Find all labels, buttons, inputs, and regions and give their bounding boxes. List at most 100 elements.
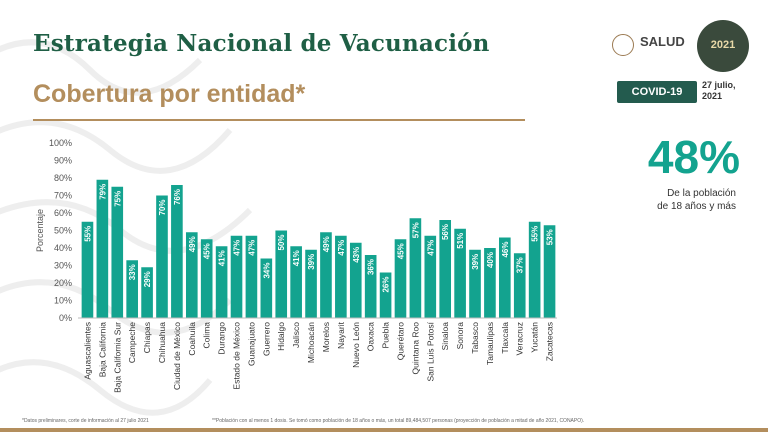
x-tick-label: Aguascalientes [82, 322, 92, 380]
bar [469, 249, 481, 318]
x-tick-label: Guerrero [261, 322, 271, 356]
x-tick-label: Sonora [455, 322, 465, 350]
x-tick-label: Hidalgo [276, 322, 286, 351]
bar [215, 246, 228, 318]
bar [439, 220, 452, 318]
bar-value-label: 75% [113, 191, 122, 207]
bottom-accent-bar [0, 428, 768, 432]
national-coverage-caption: De la población de 18 años y más [618, 187, 736, 213]
x-tick-label: Morelos [321, 322, 331, 352]
y-tick-label: 70% [54, 191, 72, 201]
bar [394, 239, 407, 318]
bar [320, 232, 332, 318]
bar-value-label: 55% [83, 226, 92, 242]
covid-badge: COVID-19 [617, 81, 697, 103]
bar [111, 186, 124, 318]
bar-value-label: 34% [262, 263, 271, 279]
bar-value-label: 39% [307, 254, 316, 270]
y-tick-label: 10% [54, 296, 72, 306]
bar-value-label: 51% [456, 233, 465, 249]
bar [454, 228, 466, 318]
salud-logo: SALUD [612, 33, 694, 57]
bar-value-label: 47% [247, 240, 256, 256]
bar-value-label: 47% [233, 240, 242, 256]
bar-value-label: 29% [143, 271, 152, 287]
bar-value-label: 33% [128, 264, 137, 280]
salud-logo-text: SALUD [640, 34, 685, 49]
bar [349, 242, 362, 318]
salud-emblem-icon [612, 34, 634, 56]
bar [260, 258, 273, 318]
x-tick-label: Quintana Roo [410, 322, 420, 375]
y-tick-label: 90% [54, 156, 72, 166]
x-tick-label: Nayarit [336, 321, 346, 349]
bar [245, 235, 258, 318]
report-date-line2: 2021 [702, 91, 723, 101]
x-tick-label: Puebla [381, 322, 391, 349]
bar [185, 232, 198, 318]
bar [156, 195, 168, 318]
coverage-caption-line1: De la población [667, 188, 736, 199]
bar [81, 221, 94, 318]
bar-value-label: 70% [158, 200, 167, 216]
bar [200, 239, 213, 318]
bar [513, 253, 526, 318]
x-tick-label: Tabasco [470, 322, 480, 354]
x-tick-label: Campeche [127, 322, 137, 363]
x-tick-label: Sinaloa [440, 322, 450, 351]
x-tick-label: Guanajuato [246, 322, 256, 366]
y-tick-label: 40% [54, 243, 72, 253]
bar [499, 237, 511, 318]
x-tick-label: Querétaro [395, 322, 405, 361]
mexico-2021-seal: 2021 [697, 20, 749, 72]
bar [305, 249, 317, 318]
x-tick-label: Tamaulipas [485, 322, 495, 365]
y-axis-title: Porcentaje [35, 209, 45, 252]
bar [141, 267, 153, 318]
x-tick-label: Chihuahua [157, 322, 167, 363]
national-coverage-value: 48% [647, 131, 740, 183]
bar-value-label: 76% [173, 189, 182, 205]
x-tick-label: Coahuila [187, 322, 197, 356]
bar [379, 272, 392, 318]
bar-value-label: 41% [292, 250, 301, 266]
x-tick-label: Zacatecas [545, 322, 555, 361]
x-tick-label: Chiapas [142, 322, 152, 353]
bar [484, 248, 496, 318]
seal-year: 2021 [710, 39, 736, 51]
bar [290, 246, 302, 318]
bar-value-label: 26% [382, 277, 391, 293]
bar [96, 179, 109, 318]
footnote-population: **Población con al menos 1 dosis. Se tom… [212, 418, 585, 424]
bar-value-label: 43% [352, 247, 361, 263]
x-tick-label: Yucatán [530, 322, 540, 353]
bar [230, 235, 243, 318]
bar [335, 235, 347, 318]
x-tick-label: Baja California Sur [112, 322, 122, 393]
bar-value-label: 40% [486, 252, 495, 268]
report-date-line1: 27 julio, [702, 80, 736, 90]
bar-value-label: 39% [471, 254, 480, 270]
bar-value-label: 37% [516, 257, 525, 273]
bar [364, 255, 377, 318]
bar-value-label: 45% [396, 243, 405, 259]
title-divider [33, 119, 525, 121]
x-tick-label: Nuevo León [351, 322, 361, 368]
bar-value-label: 45% [203, 243, 212, 259]
coverage-caption-line2: de 18 años y más [657, 201, 736, 212]
bar-value-label: 47% [426, 240, 435, 256]
x-tick-label: Colima [202, 322, 212, 349]
bar-value-label: 56% [441, 224, 450, 240]
x-tick-label: Ciudad de México [172, 322, 182, 390]
y-tick-label: 60% [54, 208, 72, 218]
bar-value-label: 57% [411, 222, 420, 238]
bar [275, 230, 288, 318]
bar [528, 221, 541, 318]
y-tick-label: 80% [54, 173, 72, 183]
y-tick-label: 50% [54, 226, 72, 236]
x-tick-label: Jalisco [291, 322, 301, 348]
bar-value-label: 53% [546, 229, 555, 245]
bar-value-label: 49% [322, 236, 331, 252]
y-tick-label: 30% [54, 261, 72, 271]
